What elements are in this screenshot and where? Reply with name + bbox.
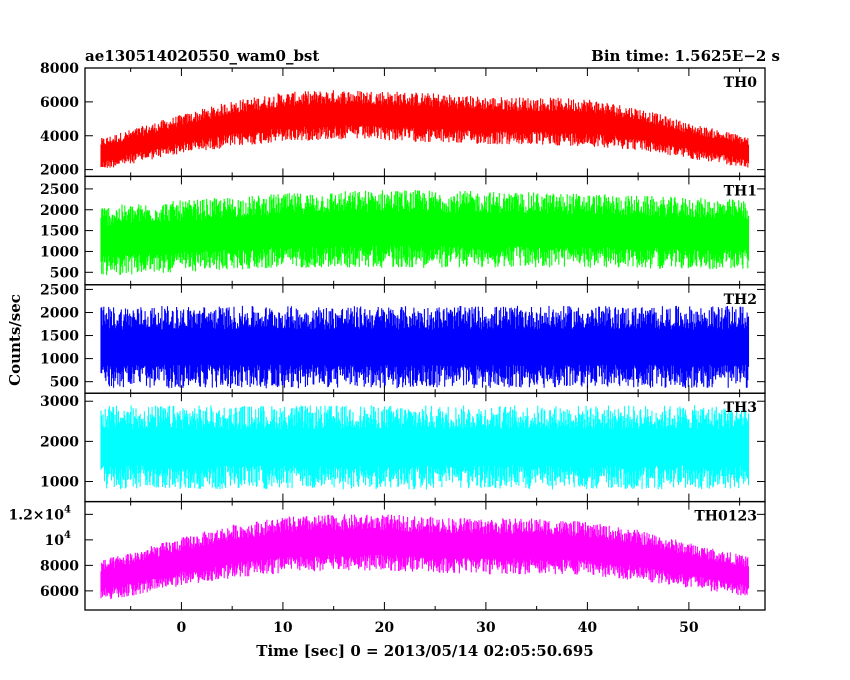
panel-label-th0: TH0 xyxy=(724,75,758,91)
y-tick-label: 2500 xyxy=(40,282,79,298)
y-tick-label: 3000 xyxy=(40,394,79,410)
figure-title: ae130514020550_wam0_bst xyxy=(85,47,319,65)
x-tick-label: 40 xyxy=(578,620,598,636)
y-tick-label: 104 xyxy=(45,530,71,549)
light-curve-th0123 xyxy=(100,514,750,600)
y-tick-label: 1500 xyxy=(40,224,79,240)
light-curve-th2 xyxy=(100,305,750,389)
x-tick-label: 10 xyxy=(273,620,293,636)
y-tick-label: 8000 xyxy=(40,558,79,574)
x-axis-label: Time [sec] 0 = 2013/05/14 02:05:50.695 xyxy=(256,642,593,660)
y-tick-label: 2500 xyxy=(40,182,79,198)
light-curve-th0 xyxy=(100,90,750,168)
y-tick-label: 6000 xyxy=(40,95,79,111)
x-tick-label: 30 xyxy=(476,620,496,636)
y-tick-label: 2000 xyxy=(40,434,79,450)
y-tick-label: 1000 xyxy=(40,352,79,368)
light-curve-th3 xyxy=(100,405,750,490)
y-tick-label: 500 xyxy=(50,265,79,281)
y-tick-label: 2000 xyxy=(40,163,79,179)
y-tick-label: 1500 xyxy=(40,329,79,345)
y-tick-label: 1000 xyxy=(40,244,79,260)
y-tick-label: 500 xyxy=(50,375,79,391)
y-tick-label: 1.2×104 xyxy=(8,504,71,523)
panel-label-th2: TH2 xyxy=(724,292,757,308)
light-curve-th1 xyxy=(100,190,750,276)
bin-time-label: Bin time: 1.5625E−2 s xyxy=(591,47,780,65)
y-tick-label: 1000 xyxy=(40,475,79,491)
panel-label-th1: TH1 xyxy=(724,183,757,199)
y-tick-label: 8000 xyxy=(40,61,79,77)
y-tick-label: 4000 xyxy=(40,129,79,145)
y-tick-label: 2000 xyxy=(40,305,79,321)
x-tick-label: 20 xyxy=(375,620,395,636)
x-tick-label: 0 xyxy=(177,620,187,636)
y-tick-label: 6000 xyxy=(40,584,79,600)
y-tick-label: 2000 xyxy=(40,203,79,219)
y-axis-label: Counts/sec xyxy=(6,294,24,386)
x-tick-label: 50 xyxy=(679,620,699,636)
panel-label-th0123: TH0123 xyxy=(694,509,757,525)
panel-label-th3: TH3 xyxy=(724,400,757,416)
panel-frame xyxy=(84,500,766,611)
